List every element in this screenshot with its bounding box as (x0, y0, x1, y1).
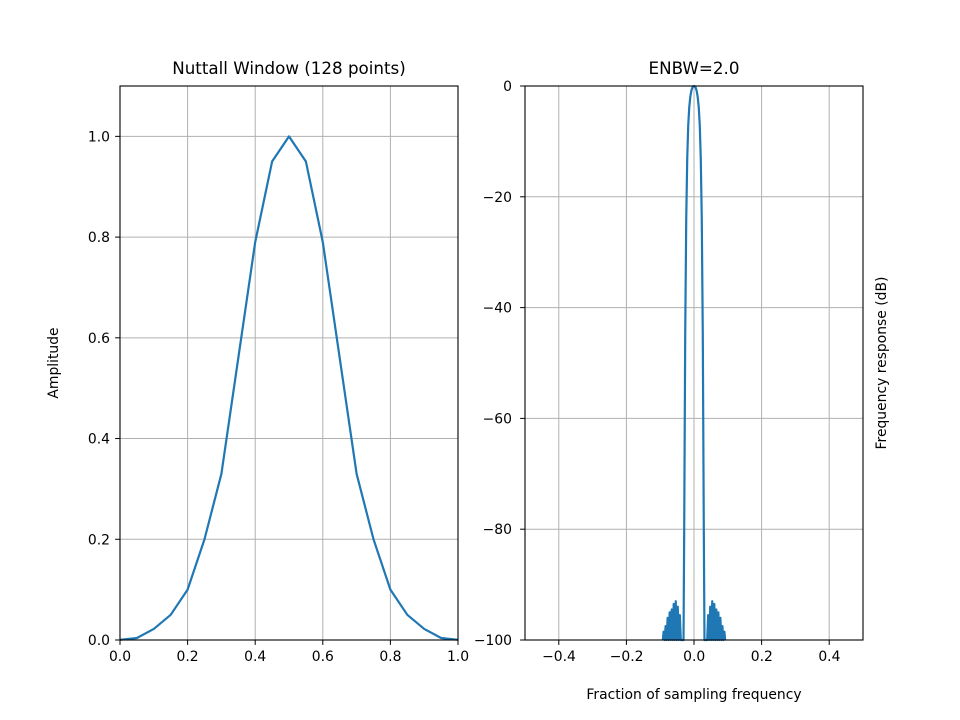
window-y-tick-label: 0.0 (88, 633, 110, 649)
response-y-tick-label: −100 (474, 633, 512, 649)
response-chart: ENBW=2.0 Fraction of sampling frequency … (474, 58, 890, 703)
response-x-tick-label: 0.2 (751, 649, 773, 665)
response-x-tick-label: −0.2 (610, 649, 644, 665)
window-x-tick-label: 0.2 (177, 649, 199, 665)
window-series-line (119, 135, 459, 641)
response-x-axis-label: Fraction of sampling frequency (586, 687, 801, 703)
window-x-tick-label: 0.4 (244, 649, 266, 665)
response-y-tick-label: 0 (503, 79, 512, 95)
response-y-tick-label: −20 (483, 190, 512, 206)
window-y-axis-label: Amplitude (46, 327, 62, 398)
response-x-tick-label: 0.0 (683, 649, 705, 665)
window-chart-title: Nuttall Window (128 points) (172, 58, 405, 78)
response-grid (525, 85, 863, 641)
window-plot-area (120, 86, 458, 640)
window-y-tick-label: 0.6 (88, 331, 110, 347)
response-chart-title: ENBW=2.0 (649, 58, 740, 78)
response-ticks (520, 85, 830, 645)
window-chart: Nuttall Window (128 points) Amplitude 0.… (46, 58, 469, 665)
response-y-tick-label: −60 (483, 411, 512, 427)
response-y-tick-label: −40 (483, 301, 512, 317)
window-y-tick-label: 0.2 (88, 532, 110, 548)
window-axes-frame (119, 85, 459, 641)
response-y-axis-label: Frequency response (dB) (874, 277, 890, 450)
window-y-tick-label: 0.4 (88, 432, 110, 448)
window-y-tick-label: 0.8 (88, 230, 110, 246)
window-y-tick-label: 1.0 (88, 130, 110, 146)
window-ticks (115, 135, 459, 645)
window-x-tick-label: 0.6 (312, 649, 334, 665)
window-x-tick-label: 1.0 (447, 649, 469, 665)
response-x-tick-label: 0.4 (818, 649, 840, 665)
window-x-tick-label: 0.0 (109, 649, 131, 665)
response-x-tick-label: −0.4 (542, 649, 576, 665)
window-x-tick-label: 0.8 (379, 649, 401, 665)
response-y-tick-label: −80 (483, 522, 512, 538)
